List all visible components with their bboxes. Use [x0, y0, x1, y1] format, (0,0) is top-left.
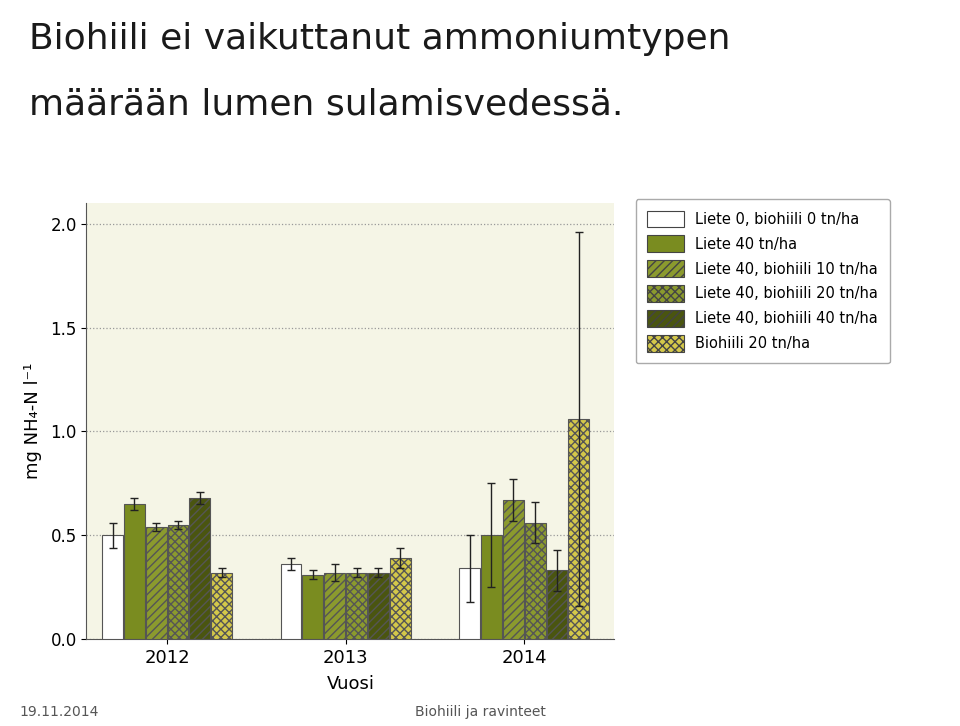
Bar — [124, 504, 145, 639]
Bar — [102, 535, 123, 639]
Text: Biohiili ja ravinteet: Biohiili ja ravinteet — [415, 705, 545, 719]
Bar — [546, 571, 567, 639]
Bar — [324, 573, 346, 639]
Bar — [368, 573, 389, 639]
Bar — [211, 573, 232, 639]
Bar — [189, 498, 210, 639]
Bar — [390, 558, 411, 639]
Bar — [525, 523, 545, 639]
Bar — [146, 527, 167, 639]
Bar — [459, 568, 480, 639]
Bar — [302, 574, 324, 639]
Text: määrään lumen sulamisvedessä.: määrään lumen sulamisvedessä. — [29, 87, 623, 121]
Bar — [481, 535, 502, 639]
Bar — [503, 500, 524, 639]
X-axis label: Vuosi: Vuosi — [326, 675, 374, 693]
Y-axis label: mg NH₄-N l⁻¹: mg NH₄-N l⁻¹ — [24, 363, 42, 479]
Text: Biohiili ei vaikuttanut ammoniumtypen: Biohiili ei vaikuttanut ammoniumtypen — [29, 22, 731, 56]
Bar — [347, 573, 367, 639]
Bar — [568, 419, 589, 639]
Legend: Liete 0, biohiili 0 tn/ha, Liete 40 tn/ha, Liete 40, biohiili 10 tn/ha, Liete 40: Liete 0, biohiili 0 tn/ha, Liete 40 tn/h… — [636, 199, 890, 364]
Text: 19.11.2014: 19.11.2014 — [19, 705, 99, 719]
Bar — [168, 525, 188, 639]
Bar — [280, 564, 301, 639]
